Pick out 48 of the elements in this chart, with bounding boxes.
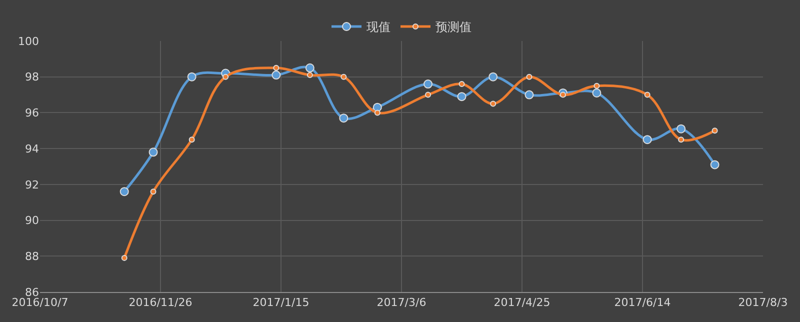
x-tick-label: 2017/6/14 <box>614 296 671 310</box>
point <box>305 63 314 72</box>
legend-label: 预测值 <box>436 20 472 34</box>
point <box>712 128 718 134</box>
point <box>560 92 566 98</box>
x-tick-label: 2016/11/26 <box>128 296 192 310</box>
y-tick-label: 86 <box>25 286 39 299</box>
y-tick-label: 100 <box>18 34 39 48</box>
point <box>490 100 496 107</box>
point <box>642 135 652 144</box>
point <box>592 88 602 98</box>
point <box>644 92 650 98</box>
point <box>273 64 280 71</box>
point <box>121 254 128 261</box>
point <box>374 110 380 116</box>
y-tick-label: 96 <box>25 106 39 120</box>
point <box>120 187 129 196</box>
point <box>272 70 281 80</box>
point <box>188 136 195 143</box>
point <box>340 74 347 80</box>
point <box>526 74 532 80</box>
point <box>150 188 156 195</box>
y-tick-label: 92 <box>25 178 39 192</box>
y-tick-label: 90 <box>25 214 39 228</box>
point <box>488 72 498 82</box>
point <box>148 148 158 157</box>
point <box>425 92 432 98</box>
point <box>676 124 686 134</box>
point <box>222 74 229 80</box>
x-tick-label: 2017/1/15 <box>252 296 310 310</box>
point <box>458 81 465 88</box>
point <box>678 136 684 143</box>
x-tick-label: 2017/8/3 <box>738 296 788 310</box>
point <box>710 160 720 170</box>
y-tick-label: 94 <box>25 142 39 156</box>
legend-label: 现值 <box>366 20 390 34</box>
point <box>187 72 196 82</box>
point <box>424 80 433 89</box>
y-tick-label: 98 <box>25 70 39 84</box>
point <box>524 90 534 100</box>
point <box>306 72 313 78</box>
point <box>594 82 600 89</box>
x-tick-label: 2017/4/25 <box>494 296 550 310</box>
point <box>457 92 466 102</box>
point <box>339 114 348 123</box>
y-tick-label: 88 <box>25 250 39 263</box>
x-tick-label: 2016/10/7 <box>12 296 68 310</box>
x-tick-label: 2017/3/6 <box>376 296 426 310</box>
